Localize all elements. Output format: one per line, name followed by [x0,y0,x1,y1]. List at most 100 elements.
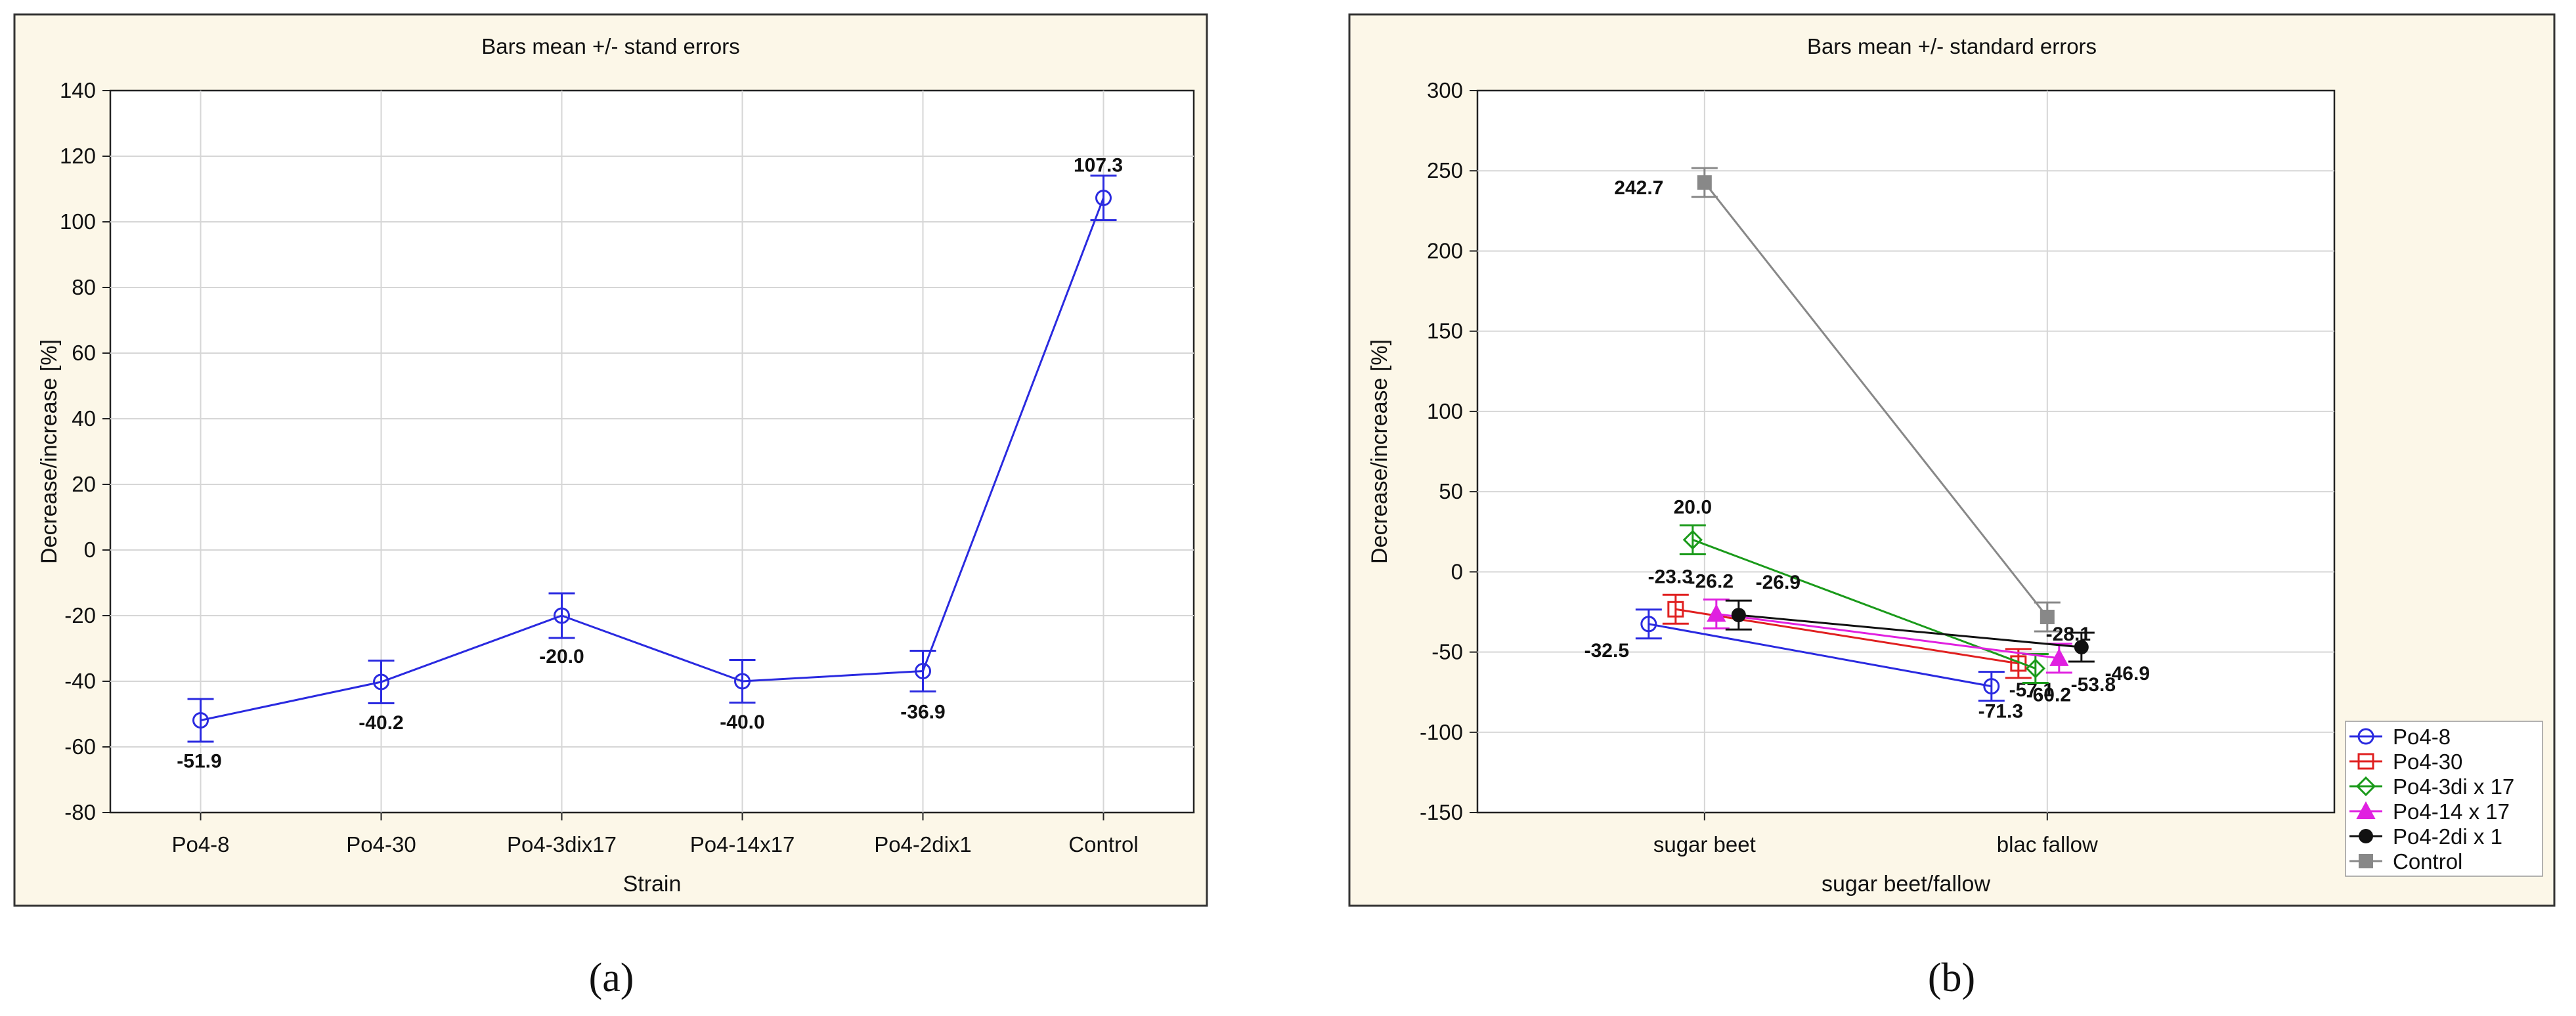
data-point [2010,655,2027,672]
y-tick-label: 100 [1427,399,1463,423]
legend-marker [2355,776,2376,797]
x-tick-label: Po4-8 [171,832,229,857]
data-label: -51.9 [177,751,221,773]
data-label: -40.0 [720,711,764,733]
series-line [200,197,1104,721]
data-point [1707,604,1726,622]
data-label: -60.2 [2026,684,2071,706]
panel-caption: (a) [589,956,634,1000]
y-tick-label: -50 [1431,640,1463,664]
y-tick-label: -40 [64,669,96,693]
series-0: -32.5 -71.3 [1584,608,2023,723]
series-line [1738,614,2082,648]
legend-entry: Po4-3di x 17 [2393,774,2514,799]
legend-marker [2356,801,2376,819]
legend-marker [2357,728,2374,745]
data-label: -53.8 [2071,674,2116,696]
x-tick-label: Po4-14x17 [690,832,795,857]
y-tick-label: 200 [1427,238,1463,263]
chart-title: Bars mean +/- stand errors [481,34,739,58]
legend-marker [2357,753,2374,770]
data-point [192,712,209,729]
data-label: -20.0 [539,646,584,667]
data-point [734,673,751,690]
data-label: -26.9 [1756,572,1801,593]
y-tick-label: -100 [1420,720,1463,744]
data-label: 20.0 [1674,496,1712,518]
data-point [2040,610,2055,625]
y-tick-label: 250 [1427,158,1463,182]
data-label: -71.3 [1978,701,2023,723]
y-tick-label: 120 [60,144,96,168]
data-label: -28.1 [2046,624,2091,645]
data-point [1640,616,1657,633]
plot-area [1476,89,2336,814]
data-point [2025,658,2045,679]
x-tick-label: Control [1068,832,1138,857]
x-axis-label: sugar beet/fallow [1822,872,1990,897]
data-label: -46.9 [2105,663,2150,685]
series-5: 242.7 -28.1 [1614,167,2091,645]
legend-marker [2359,854,2373,868]
legend-entry: Po4-8 [2393,725,2451,749]
data-point [1667,601,1684,618]
series-0: -51.9 -40.2 -20.0 -40.0 -36.9 107.3 [177,155,1123,773]
y-tick-label: 0 [84,538,96,562]
legend-box [2345,721,2543,877]
y-tick-label: 140 [60,78,96,102]
x-tick-label: Po4-2dix1 [874,832,972,857]
data-point [1095,190,1112,206]
data-point [1731,608,1746,623]
data-point [2074,639,2089,654]
x-tick-label: sugar beet [1653,832,1756,857]
data-label: -40.2 [359,712,403,734]
data-point [2049,648,2069,666]
y-tick-label: 150 [1427,319,1463,343]
plot-area [109,89,1195,814]
data-label: -26.2 [1689,570,1734,592]
series-line [1703,182,2049,618]
legend-entry: Po4-30 [2393,750,2462,774]
y-tick-label: -80 [64,800,96,824]
x-tick-label: Po4-30 [346,832,416,857]
legend-entry: Po4-14 x 17 [2393,799,2510,824]
data-point [1697,175,1712,190]
y-axis-label: Decrease/increase [%] [1367,339,1392,564]
panel-a: -80 -60 -40 -20 0 20 40 60 80 100 120 140 Po4-8 Po4-3… [13,13,1208,907]
x-tick-label: blac fallow [1997,832,2098,857]
chart-title: Bars mean +/- standard errors [1807,34,2097,58]
y-tick-label: 40 [72,406,96,431]
y-tick-label: 20 [72,472,96,496]
data-label: -23.3 [1648,566,1693,587]
data-point [554,607,570,624]
panel-b: -150 -100 -50 0 50 100 150 200 250 300 sugar beet b… [1348,13,2556,907]
x-axis-label: Strain [623,872,682,897]
series-4: -26.9 -46.9 [1725,572,2150,685]
y-tick-label: -60 [64,734,96,759]
panel-caption: (b) [1928,956,1975,1000]
data-point [373,673,389,690]
data-label: -32.5 [1584,640,1629,662]
y-tick-label: 0 [1451,559,1463,583]
data-point [1682,530,1703,550]
x-tick-label: Po4-3dix17 [507,832,617,857]
y-tick-label: 60 [72,341,96,365]
y-axis-label: Decrease/increase [%] [37,339,62,564]
y-tick-label: -150 [1420,800,1463,824]
y-tick-label: 80 [72,275,96,299]
data-point [1983,678,2000,695]
data-label: 107.3 [1074,155,1123,177]
y-tick-label: -20 [64,603,96,627]
series-line [1648,623,1992,688]
data-label: 242.7 [1614,177,1663,199]
series-3: -26.2 -53.8 [1689,570,2116,695]
legend-entry: Control [2393,849,2462,874]
legend-entry: Po4-2di x 1 [2393,824,2502,849]
legend-marker [2359,829,2373,843]
y-tick-label: 300 [1427,78,1463,102]
y-tick-label: 50 [1439,479,1463,503]
series-line [1716,612,2060,660]
data-point [915,663,931,679]
